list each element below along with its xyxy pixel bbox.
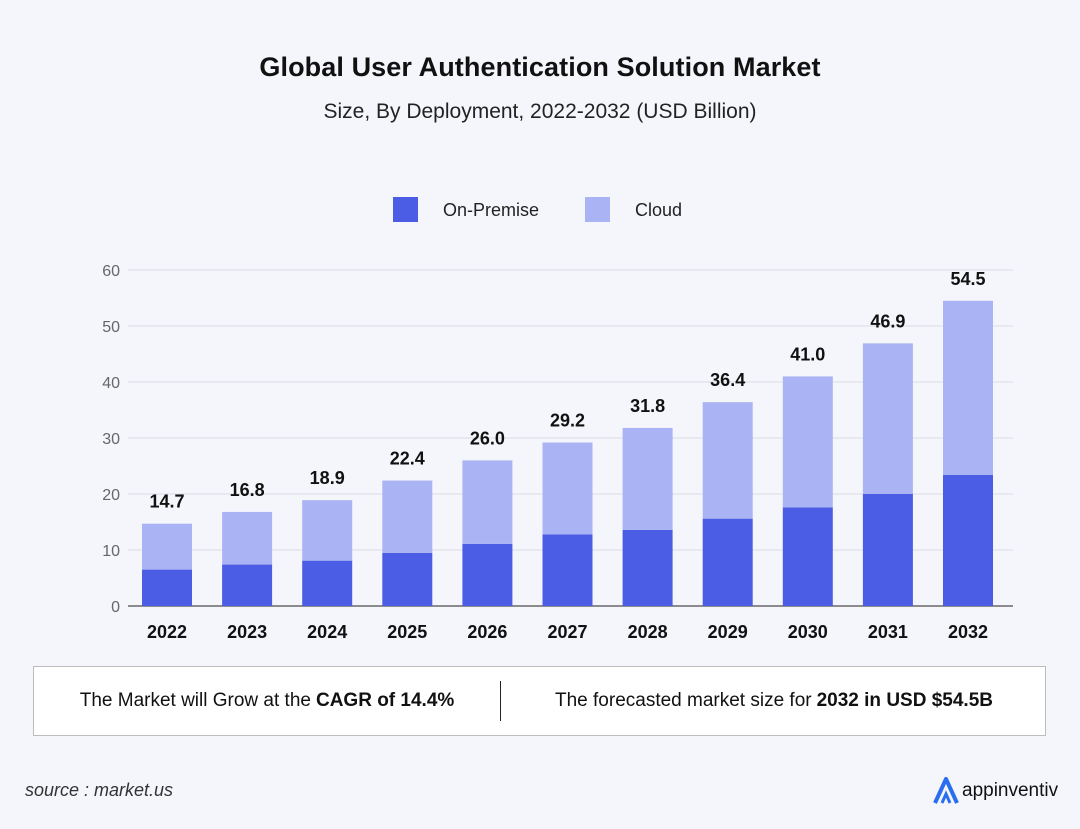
x-tick-label-2022: 2022 xyxy=(147,622,187,642)
bar-on-premise-2027 xyxy=(542,534,593,606)
y-tick-label: 30 xyxy=(102,431,120,448)
x-tick-label-2024: 2024 xyxy=(307,622,347,642)
bar-cloud-2023 xyxy=(222,511,273,565)
bar-cloud-2031 xyxy=(862,343,913,494)
x-tick-label-2031: 2031 xyxy=(868,622,908,642)
bar-on-premise-2023 xyxy=(222,564,273,606)
bar-on-premise-2030 xyxy=(782,507,833,606)
bar-cloud-2022 xyxy=(142,523,192,570)
bar-total-label-2026: 26.0 xyxy=(470,428,505,448)
bar-total-label-2029: 36.4 xyxy=(710,370,745,390)
bar-on-premise-2026 xyxy=(462,543,513,606)
legend-label-on-premise: On-Premise xyxy=(443,200,539,220)
forecast-prefix: The forecasted market size for xyxy=(555,690,812,711)
x-tick-label-2027: 2027 xyxy=(547,622,587,642)
bar-total-label-2032: 54.5 xyxy=(950,269,985,289)
summary-divider xyxy=(500,681,501,721)
bar-on-premise-2025 xyxy=(382,552,433,606)
bar-on-premise-2024 xyxy=(302,560,353,606)
forecast-summary: The forecasted market size for 2032 in U… xyxy=(501,667,1047,735)
bar-on-premise-2028 xyxy=(622,529,673,606)
bar-cloud-2026 xyxy=(462,460,513,544)
y-tick-label: 40 xyxy=(102,375,120,392)
cagr-summary: The Market will Grow at the CAGR of 14.4… xyxy=(34,667,500,735)
y-tick-label: 0 xyxy=(111,599,120,616)
y-axis-ticks: 0 10 20 30 40 50 60 xyxy=(102,263,120,616)
bar-total-label-2025: 22.4 xyxy=(390,449,425,469)
y-tick-label: 10 xyxy=(102,543,120,560)
brand: appinventiv xyxy=(932,776,1058,806)
bar-cloud-2028 xyxy=(622,427,673,530)
bar-cloud-2025 xyxy=(382,480,433,553)
x-tick-label-2032: 2032 xyxy=(948,622,988,642)
x-tick-label-2029: 2029 xyxy=(708,622,748,642)
brand-name: appinventiv xyxy=(962,780,1059,801)
x-tick-label-2023: 2023 xyxy=(227,622,267,642)
y-tick-label: 60 xyxy=(102,263,120,280)
appinventiv-logo-icon xyxy=(933,777,959,804)
source-note: source : market.us xyxy=(25,780,174,800)
bar-total-label-2031: 46.9 xyxy=(870,311,905,331)
cagr-value: CAGR of 14.4% xyxy=(315,690,455,711)
bar-on-premise-2022 xyxy=(142,569,192,606)
x-tick-label-2025: 2025 xyxy=(387,622,427,642)
chart-legend: On-Premise Cloud xyxy=(393,197,682,222)
y-tick-label: 50 xyxy=(102,319,120,336)
y-tick-label: 20 xyxy=(102,487,120,504)
bar-cloud-2024 xyxy=(302,500,353,561)
forecast-value: 2032 in USD $54.5B xyxy=(816,690,993,711)
bar-cloud-2029 xyxy=(702,402,753,519)
bar-on-premise-2029 xyxy=(702,518,753,606)
bar-on-premise-2031 xyxy=(862,494,913,606)
chart-subtitle: Size, By Deployment, 2022-2032 (USD Bill… xyxy=(323,100,757,123)
summary-box: The Market will Grow at the CAGR of 14.4… xyxy=(33,666,1046,736)
bar-cloud-2030 xyxy=(782,376,833,508)
legend-label-cloud: Cloud xyxy=(635,200,682,220)
bar-total-label-2027: 29.2 xyxy=(550,410,585,430)
x-tick-label-2028: 2028 xyxy=(628,622,668,642)
legend-swatch-cloud xyxy=(585,197,610,222)
x-axis-ticks: 2022 2023 2024 2025 2026 2027 2028 2029 2030 2031… xyxy=(147,622,988,642)
bar-total-labels: 14.7 16.8 18.9 22.4 26.0 29.2 31.8 36.4 41.0 46.9… xyxy=(149,269,985,512)
bar-total-label-2028: 31.8 xyxy=(630,396,665,416)
bar-on-premise-2032 xyxy=(943,474,993,606)
bar-total-label-2024: 18.9 xyxy=(310,468,345,488)
bar-cloud-2032 xyxy=(943,300,993,475)
legend-swatch-on-premise xyxy=(393,197,418,222)
bar-total-label-2030: 41.0 xyxy=(790,344,825,364)
x-tick-label-2030: 2030 xyxy=(788,622,828,642)
bar-total-label-2023: 16.8 xyxy=(230,480,265,500)
chart-title: Global User Authentication Solution Mark… xyxy=(259,52,821,82)
bar-cloud-2027 xyxy=(542,442,593,535)
bar-total-label-2022: 14.7 xyxy=(149,492,184,512)
chart-bars xyxy=(142,300,993,606)
x-tick-label-2026: 2026 xyxy=(467,622,507,642)
cagr-prefix: The Market will Grow at the xyxy=(79,690,311,711)
